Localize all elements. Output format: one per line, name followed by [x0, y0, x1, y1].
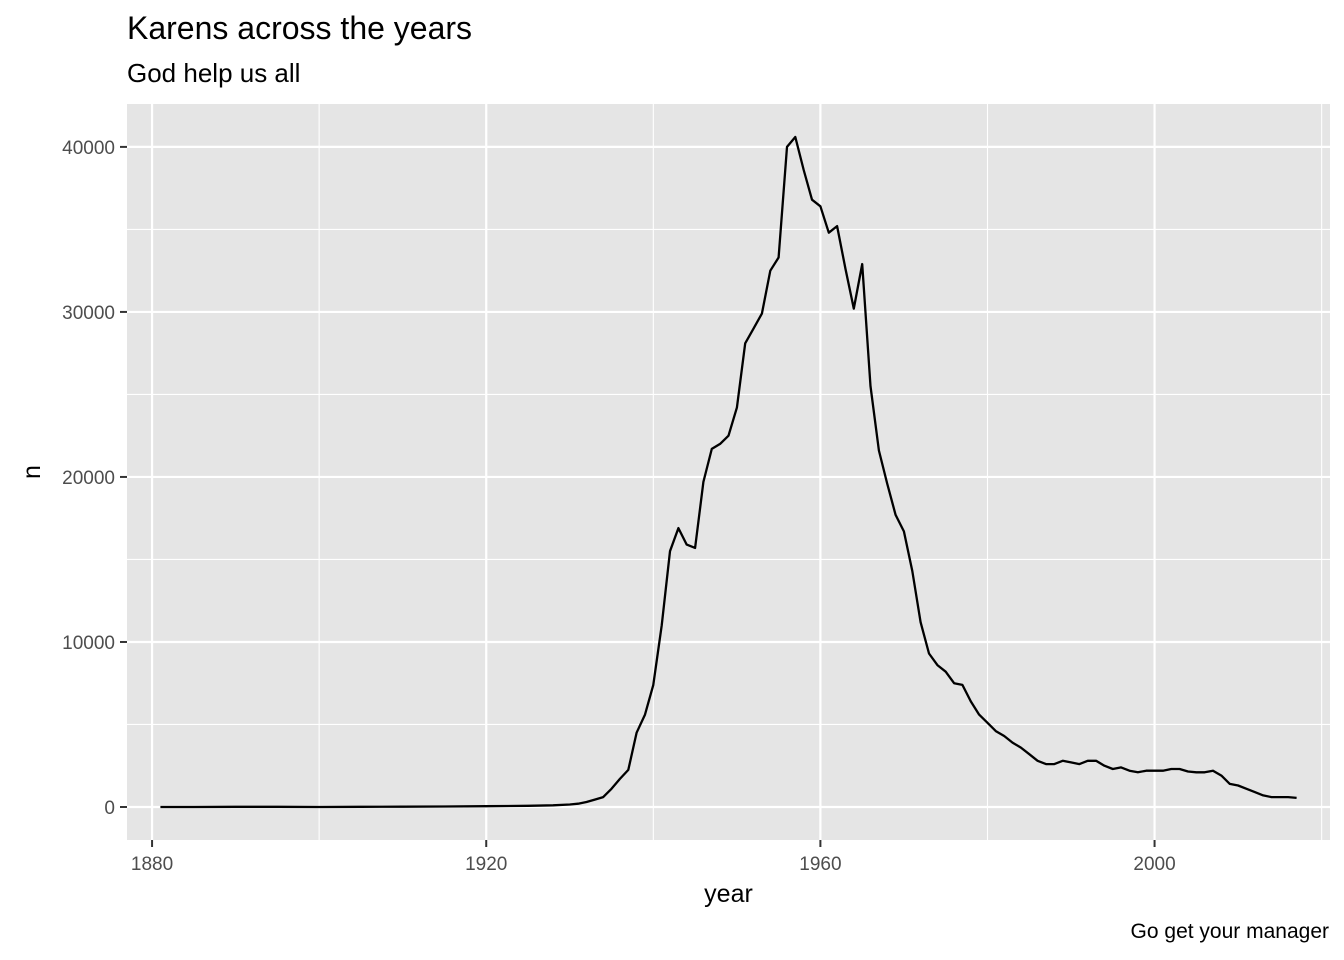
minor-gridlines [127, 104, 1330, 840]
plot-panel [127, 104, 1330, 840]
x-tick-label: 2000 [1133, 854, 1175, 875]
y-tick-label: 10000 [62, 633, 115, 654]
chart-subtitle: God help us all [127, 58, 301, 88]
x-tick-label: 1880 [131, 854, 173, 875]
x-tick-label: 1960 [799, 854, 841, 875]
axis-ticks [120, 145, 1156, 847]
y-tick-label: 30000 [62, 303, 115, 324]
y-tick-label: 40000 [62, 138, 115, 159]
chart-title: Karens across the years [127, 10, 473, 46]
y-tick-label: 20000 [62, 468, 115, 489]
chart-caption: Go get your manager [1130, 920, 1329, 943]
x-tick-label: 1920 [465, 854, 507, 875]
y-tick-label: 0 [104, 798, 115, 819]
y-axis-title: n [18, 465, 46, 479]
series-line [160, 135, 1297, 809]
major-gridlines [127, 104, 1330, 840]
x-axis-title: year [704, 880, 753, 908]
